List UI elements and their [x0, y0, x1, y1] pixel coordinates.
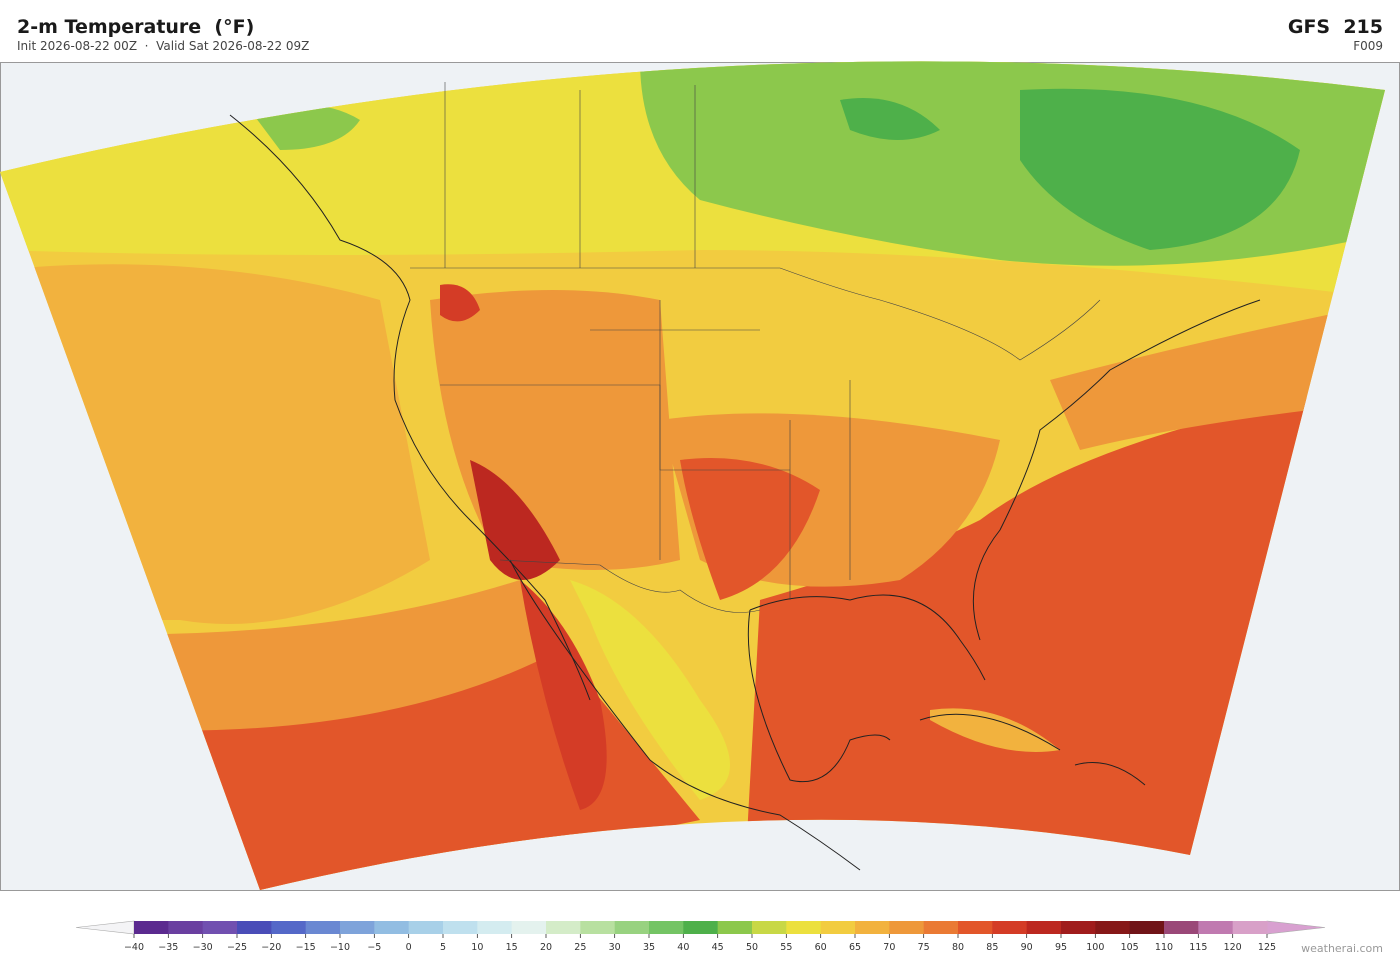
colorbar-tick-label: 0 — [406, 942, 412, 953]
colorbar-bin — [752, 921, 787, 934]
coastlines — [229, 114, 1261, 871]
colorbar-bin — [1164, 921, 1199, 934]
colorbar-tick-label: 110 — [1155, 942, 1173, 953]
colorbar-bin — [305, 921, 341, 934]
colorbar-tick-label: −35 — [158, 942, 178, 953]
colorbar-bin — [168, 921, 204, 934]
colorbar-bin — [202, 921, 238, 934]
colorbar-tick-label: 40 — [677, 942, 689, 953]
colorbar-tick-label: 120 — [1224, 942, 1242, 953]
colorbar-tick-label: −5 — [367, 942, 381, 953]
colorbar-over — [1266, 920, 1326, 935]
forecast-hour: F009 — [1353, 39, 1383, 53]
colorbar-bin — [1198, 921, 1234, 934]
model: GFS 215 — [1287, 16, 1383, 38]
colorbar-bin — [1026, 921, 1062, 934]
credit: weatherai.com — [1301, 942, 1383, 955]
colorbar-bin — [546, 921, 581, 934]
colorbar-bin — [237, 921, 272, 934]
colorbar-bin — [271, 921, 307, 934]
title: 2-m Temperature (°F) — [17, 16, 255, 38]
colorbar-tick-label: 125 — [1258, 942, 1276, 953]
colorbar-tick-label: 80 — [952, 942, 964, 953]
colorbar-bin — [855, 921, 890, 934]
colorbar-tick-label: −30 — [193, 942, 213, 953]
colorbar-bin — [958, 921, 993, 934]
colorbar-tick-label: −10 — [330, 942, 350, 953]
borders — [410, 82, 1101, 613]
colorbar-bin — [1232, 921, 1268, 934]
colorbar-tick-label: −25 — [227, 942, 247, 953]
colorbar-bin — [511, 921, 547, 934]
colorbar-bin — [134, 921, 169, 934]
colorbar-tick-label: 35 — [643, 942, 655, 953]
colorbar-tick-label: 65 — [849, 942, 861, 953]
colorbar-tick-label: 15 — [506, 942, 518, 953]
colorbar-bin — [1061, 921, 1096, 934]
colorbar-bin — [717, 921, 753, 934]
colorbar-bin — [683, 921, 719, 934]
colorbar-bin — [340, 921, 375, 934]
colorbar-tick-label: 55 — [780, 942, 792, 953]
colorbar-tick-label: 45 — [712, 942, 724, 953]
subtitle: Init 2026-08-22 00Z · Valid Sat 2026-08-… — [17, 39, 310, 53]
colorbar-tick-label: −15 — [296, 942, 316, 953]
colorbar-bin — [889, 921, 925, 934]
colorbar-tick-label: 95 — [1055, 942, 1067, 953]
colorbar-bin — [786, 921, 822, 934]
colorbar-tick-label: 105 — [1121, 942, 1139, 953]
colorbar-bin — [1095, 921, 1131, 934]
colorbar-bin — [443, 921, 478, 934]
colorbar-tick-label: 60 — [815, 942, 827, 953]
colorbar-tick-label: 5 — [440, 942, 446, 953]
colorbar-bin — [580, 921, 616, 934]
colorbar-tick-label: 85 — [986, 942, 998, 953]
colorbar-tick-label: 30 — [609, 942, 621, 953]
colorbar-bin — [614, 921, 650, 934]
colorbar-under — [75, 920, 135, 935]
colorbar-tick-label: −20 — [261, 942, 281, 953]
colorbar-tick-label: 115 — [1189, 942, 1207, 953]
colorbar-tick-label: 25 — [574, 942, 586, 953]
colorbar-bin — [1129, 921, 1165, 934]
colorbar-tick-label: 20 — [540, 942, 552, 953]
colorbar-tick-label: 100 — [1086, 942, 1104, 953]
colorbar-tick-label: 90 — [1021, 942, 1033, 953]
colorbar-bin — [992, 921, 1028, 934]
colorbar-tick-label: 70 — [883, 942, 895, 953]
colorbar-tick-label: 50 — [746, 942, 758, 953]
colorbar-bin — [477, 921, 513, 934]
colorbar-bin — [923, 921, 959, 934]
colorbar-tick-label: 10 — [471, 942, 483, 953]
colorbar-bin — [820, 921, 856, 934]
colorbar-tick-label: 75 — [918, 942, 930, 953]
colorbar-bin — [374, 921, 410, 934]
colorbar-tick-label: −40 — [124, 942, 144, 953]
colorbar-bin — [408, 921, 444, 934]
colorbar-bin — [649, 921, 684, 934]
